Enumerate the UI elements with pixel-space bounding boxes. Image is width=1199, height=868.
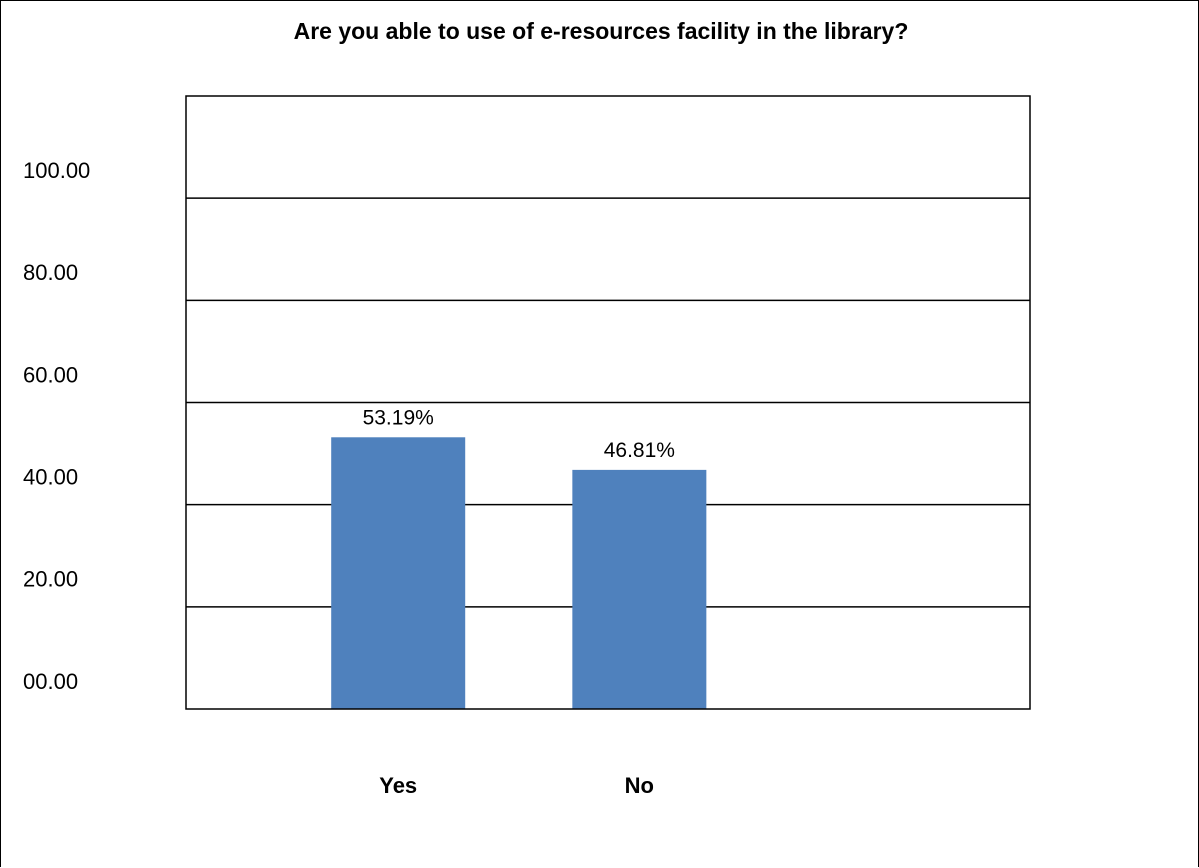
bar-no <box>572 469 707 709</box>
y-tick-label: 00.00 <box>23 669 78 694</box>
y-tick-label: 100.00 <box>23 158 90 183</box>
bar-yes <box>331 437 466 709</box>
y-tick-label: 60.00 <box>23 362 78 387</box>
x-category-label: Yes <box>379 773 417 798</box>
x-category-label: No <box>625 773 654 798</box>
chart-title: Are you able to use of e-resources facil… <box>294 18 909 44</box>
plot-area-border <box>185 95 1031 710</box>
bars <box>331 437 707 709</box>
y-tick-label: 40.00 <box>23 464 78 489</box>
data-labels: 53.19% 46.81% <box>363 406 675 462</box>
gridlines <box>186 197 1030 608</box>
x-axis-category-labels: Yes No <box>379 773 654 798</box>
y-axis-tick-labels: 00.00 20.00 40.00 60.00 80.00 100.00 <box>23 158 90 694</box>
data-label: 46.81% <box>604 439 675 462</box>
data-label: 53.19% <box>363 406 434 429</box>
y-tick-label: 20.00 <box>23 567 78 592</box>
y-tick-label: 80.00 <box>23 260 78 285</box>
